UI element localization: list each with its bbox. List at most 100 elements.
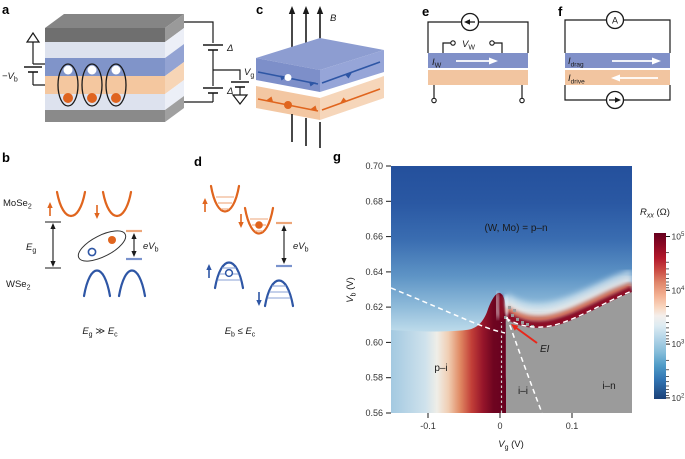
y-axis-labels: 0.70 0.68 0.66 0.64 0.62 0.60 0.58 0.56 — [365, 161, 383, 418]
bias-label: −Vb — [2, 71, 18, 84]
svg-text:0.70: 0.70 — [365, 161, 383, 171]
phase-boundary-steep — [506, 316, 543, 413]
bias-circuit-left: −Vb — [2, 31, 45, 86]
heatmap: (W, Mo) = p–n p–i i–i i–n — [391, 166, 632, 413]
ammeter-label: A — [612, 16, 618, 26]
probe-terminal — [450, 40, 456, 46]
mose2-label: MoSe2 — [3, 198, 32, 211]
svg-text:0.1: 0.1 — [566, 421, 579, 431]
y-axis-title: Vb (V) — [345, 277, 358, 303]
panel-g: g (W, Mo) = p–n p–i i–i i–n — [333, 149, 685, 452]
gate-label: Vg — [244, 67, 254, 80]
mose2-slab — [256, 76, 384, 120]
ei-annotation: EI — [511, 324, 550, 355]
exciton-ellipse — [77, 230, 127, 262]
hole — [284, 74, 292, 81]
exciton-ellipse — [105, 63, 127, 107]
bias-arrow: eVb — [126, 229, 159, 261]
hole — [111, 65, 121, 75]
field-label: B — [330, 13, 337, 24]
bottom-terminals — [431, 85, 525, 104]
ground-icon — [231, 94, 249, 105]
panel-e: e VW IW — [422, 4, 529, 104]
panel-label-c: c — [256, 2, 263, 17]
heatmap-red-wedge — [391, 292, 506, 413]
svg-text:104: 104 — [672, 285, 685, 295]
exciton-ellipse — [81, 63, 103, 107]
mose2-layer — [45, 76, 165, 94]
voltage-label: VW — [462, 39, 475, 52]
bias-label: eVb — [143, 241, 159, 254]
field-arrows-bottom — [291, 114, 321, 148]
electron — [255, 221, 263, 229]
bias-arrow: eVb — [276, 221, 309, 268]
conduction-bands — [47, 190, 133, 219]
hole — [224, 268, 234, 278]
colorbar-gradient — [654, 233, 666, 399]
svg-text:0: 0 — [497, 421, 502, 431]
colorbar-major-ticks — [666, 236, 670, 399]
probe-terminal — [489, 40, 495, 46]
panel-label-f: f — [558, 4, 563, 19]
svg-text:-0.1: -0.1 — [420, 421, 436, 431]
top-gate — [45, 28, 165, 42]
device-stack — [45, 14, 184, 122]
valence-bands — [82, 269, 147, 298]
valence-bands — [206, 261, 295, 308]
field-arrows-top — [288, 6, 324, 52]
x-axis-labels: -0.1 0 0.1 — [420, 421, 578, 431]
x-axis-title: Vg (V) — [498, 439, 524, 452]
exciton-pair — [77, 230, 127, 262]
hole — [87, 247, 97, 257]
current-source — [460, 12, 480, 32]
current-label: IW — [432, 57, 442, 70]
panel-label-d: d — [194, 154, 202, 169]
panel-label-g: g — [333, 149, 341, 164]
electron — [87, 93, 97, 103]
svg-text:0.64: 0.64 — [365, 267, 383, 277]
caption-d: Eb ≤ Ec — [225, 326, 256, 339]
hole — [87, 65, 97, 75]
panel-a: a −Vb — [2, 2, 254, 122]
panel-f: f A Idrag Idrive — [558, 4, 671, 110]
wse2-label: WSe2 — [6, 279, 31, 292]
drive-current-label: Idrive — [568, 73, 585, 86]
svg-text:0.62: 0.62 — [365, 302, 383, 312]
panel-c: c B — [256, 2, 384, 148]
bottom-gate — [45, 110, 165, 122]
delta-top-label: Δ — [226, 43, 233, 54]
panel-label-b: b — [2, 150, 10, 165]
svg-text:0.56: 0.56 — [365, 408, 383, 418]
contact-triangle-icon — [25, 31, 41, 43]
electron — [111, 93, 121, 103]
interlayer-excitons — [57, 63, 127, 107]
region-label-pi: p–i — [434, 363, 447, 374]
electron — [284, 101, 292, 109]
voltage-probes: VW — [442, 39, 503, 53]
panel-label-e: e — [422, 4, 429, 19]
svg-text:0.66: 0.66 — [365, 232, 383, 242]
hole — [63, 65, 73, 75]
svg-text:102: 102 — [672, 393, 685, 403]
colorbar: Rxx (Ω) 105 104 103 102 — [640, 207, 685, 403]
panel-d: d eVb Eb ≤ Ec — [194, 154, 309, 339]
electron — [63, 93, 73, 103]
panel-b: b MoSe2 WSe2 Eg eVb Eg ≫ Ec — [2, 150, 159, 339]
svg-text:103: 103 — [672, 339, 685, 349]
phase-boundary-right — [505, 290, 632, 328]
gap-arrow: Eg — [26, 221, 61, 269]
hbn-bottom — [45, 94, 165, 110]
masked-region — [506, 292, 632, 413]
svg-text:0.60: 0.60 — [365, 337, 383, 347]
hbn-top — [45, 42, 165, 58]
svg-text:0.58: 0.58 — [365, 373, 383, 383]
gate-circuit-right: Δ Δ Vg — [184, 21, 254, 105]
drive-source — [605, 90, 625, 110]
conduction-bands — [202, 184, 275, 235]
ammeter: A — [605, 10, 625, 30]
terminal — [519, 97, 525, 104]
region-label-ii: i–i — [518, 386, 528, 397]
colorbar-minor-ticks — [666, 252, 669, 396]
top-gate-top-face — [45, 14, 184, 28]
